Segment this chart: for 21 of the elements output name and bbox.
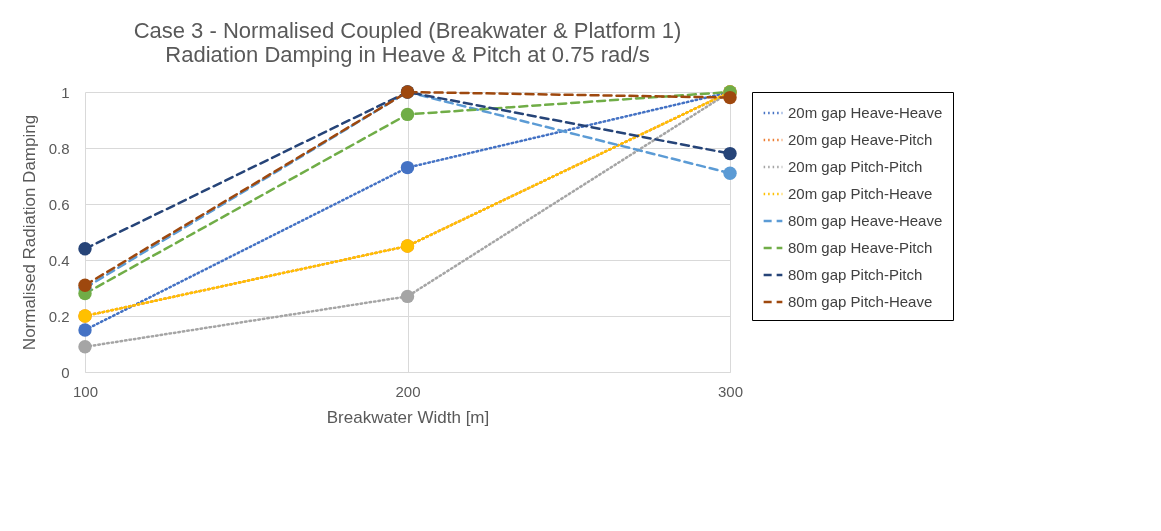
legend-label: 80m gap Heave-Pitch xyxy=(788,239,933,256)
text: Case 3 - Normalised Coupled (Breakwater & Platform 1) xyxy=(133,18,682,43)
legend-label: 20m gap Pitch-Heave xyxy=(788,185,933,202)
legend-label: 80m gap Pitch-Heave xyxy=(788,293,933,310)
x-tick-label: 200 xyxy=(395,382,421,400)
y-tick-label: 1 xyxy=(61,83,70,101)
y-tick-label: 0 xyxy=(61,363,70,381)
legend-label: 20m gap Pitch-Pitch xyxy=(788,158,923,175)
y-axis-title: Normalised Radiation Damping xyxy=(19,114,39,351)
y-tick-label: 0.2 xyxy=(48,307,70,325)
legend-label: 80m gap Pitch-Pitch xyxy=(788,266,923,283)
y-tick-label: 0.4 xyxy=(48,251,70,269)
y-tick-label: 0.8 xyxy=(48,139,70,157)
text: Radiation Damping in Heave & Pitch at 0.75 rad/s xyxy=(165,42,650,67)
legend-label: 80m gap Heave-Heave xyxy=(788,212,943,229)
x-axis-title: Breakwater Width [m] xyxy=(326,407,490,427)
legend-label: 20m gap Heave-Pitch xyxy=(788,131,933,148)
legend-label: 20m gap Heave-Heave xyxy=(788,104,943,121)
y-tick-label: 0.6 xyxy=(48,195,70,213)
x-tick-label: 100 xyxy=(72,382,99,400)
x-tick-label: 300 xyxy=(717,382,744,400)
